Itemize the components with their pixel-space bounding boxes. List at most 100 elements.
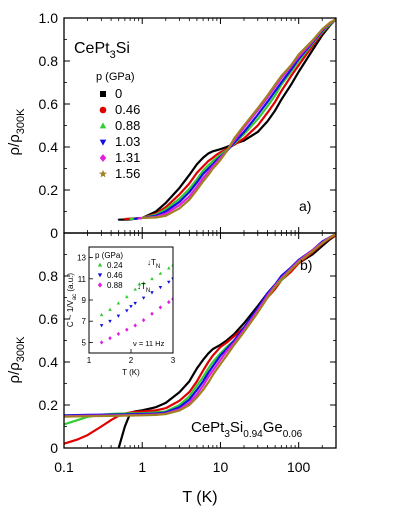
panel-b-series bbox=[64, 233, 336, 448]
panel-a-data-point bbox=[256, 107, 259, 110]
panel-b-data-point bbox=[202, 389, 205, 391]
panel-a-data-point bbox=[207, 174, 210, 176]
legend-label-0: 0 bbox=[115, 86, 122, 101]
panel-a-data-point bbox=[280, 90, 283, 92]
inset-legend-label-2: 0.88 bbox=[107, 281, 123, 290]
panel-a-data-point bbox=[219, 151, 222, 154]
panel-b-data-point bbox=[207, 352, 210, 355]
panel-b-data-point bbox=[207, 376, 210, 378]
inset-point-2 bbox=[158, 305, 163, 310]
inset-x-tick-label: 1 bbox=[87, 356, 92, 365]
panel-b-data-point bbox=[211, 365, 214, 368]
panel-b-data-point bbox=[202, 376, 205, 378]
inset-y-tick-label: 13 bbox=[77, 254, 86, 263]
panel-a-data-point bbox=[178, 204, 181, 206]
inset-point-1 bbox=[133, 301, 137, 306]
panel-b-data-point bbox=[141, 414, 144, 417]
panel-b-data-point bbox=[164, 407, 167, 410]
panel-a-data-point bbox=[311, 49, 314, 52]
panel-a-data-point bbox=[188, 188, 191, 190]
panel-b-data-point bbox=[274, 285, 277, 288]
inset-point-2 bbox=[99, 340, 104, 345]
panel-b-data-point bbox=[188, 398, 191, 401]
inset-point-0 bbox=[125, 294, 129, 299]
panel-b-data-point bbox=[155, 409, 157, 412]
panel-b-data-point bbox=[207, 381, 210, 384]
panel-b-data-point bbox=[297, 261, 300, 263]
inset-ticks: 1 2 3 5 7 9 11 13 bbox=[77, 254, 176, 365]
panel-b-data-point bbox=[188, 380, 191, 383]
panel-b-data-point bbox=[178, 406, 181, 409]
panel-b-data-point bbox=[76, 438, 79, 441]
panel-b-data-point bbox=[196, 393, 198, 396]
panel-a-data-point bbox=[256, 124, 259, 127]
panel-a-series-line-2 bbox=[130, 18, 336, 221]
panel-a-data-point bbox=[188, 182, 191, 185]
panel-a-data-point bbox=[188, 191, 191, 194]
panel-a-data-point bbox=[266, 120, 269, 123]
panel-a-data-point bbox=[202, 169, 205, 172]
panel-b-data-point bbox=[321, 242, 324, 245]
panel-b-data-point bbox=[188, 404, 191, 406]
panel-a-series-line-4 bbox=[138, 18, 336, 220]
panel-b-data-point bbox=[256, 311, 259, 314]
panel-a-data-point bbox=[243, 137, 245, 140]
legend-label-5: 1.56 bbox=[115, 166, 140, 181]
panel-b-data-point bbox=[211, 361, 214, 363]
panel-a-data-point bbox=[211, 160, 214, 162]
panel-b-data-point bbox=[86, 434, 89, 436]
panel-a-data-point bbox=[133, 217, 136, 220]
inset-point-1 bbox=[150, 291, 154, 295]
inset-legend-label-1: 0.46 bbox=[107, 271, 123, 280]
panel-b-data-point bbox=[196, 367, 198, 370]
inset-point-2 bbox=[116, 331, 121, 336]
panel-b-data-point bbox=[178, 409, 181, 412]
panel-a-data-point bbox=[274, 100, 277, 103]
panel-a-data-point bbox=[215, 153, 218, 156]
inset-point-1 bbox=[141, 296, 146, 300]
panel-a-data-point bbox=[178, 193, 181, 196]
inset: 1 2 3 5 7 9 11 13 p (GPa) 0.240.460.88 ν = 11 H… bbox=[66, 246, 176, 377]
panel-b-data-point bbox=[110, 419, 112, 421]
panel-a-data-point bbox=[274, 83, 277, 86]
panel-b-data-point bbox=[266, 296, 269, 299]
panel-b-y-tick-label: 0 bbox=[50, 440, 58, 456]
panel-a-data-point bbox=[196, 171, 198, 174]
panel-a-legend: 00.460.881.031.311.56 bbox=[99, 86, 140, 181]
panel-a-data-point bbox=[219, 159, 222, 161]
panel-b-data-point bbox=[202, 358, 205, 361]
legend-marker-2 bbox=[99, 122, 107, 129]
inset-ylabel: C ~ 1/Vac (a.u.) bbox=[66, 273, 78, 327]
legend-marker-0 bbox=[100, 91, 106, 97]
panel-b-data-point bbox=[211, 354, 214, 357]
panel-b-data-point bbox=[202, 380, 205, 383]
legend-label-4: 1.31 bbox=[115, 150, 140, 165]
panel-a-data-point bbox=[188, 198, 191, 201]
panel-a-data-point bbox=[280, 75, 283, 77]
inset-point-2 bbox=[150, 311, 154, 316]
panel-a-series bbox=[117, 18, 336, 221]
panel-b-data-point bbox=[100, 425, 103, 428]
panel-b-y-tick-label: 0.4 bbox=[39, 354, 59, 370]
panel-b-data-point bbox=[76, 419, 79, 421]
panel-b-data-point bbox=[196, 396, 198, 399]
inset-y-tick-label: 7 bbox=[82, 317, 87, 326]
legend-marker-5 bbox=[99, 169, 107, 178]
inset-point-1 bbox=[99, 324, 104, 328]
inset-legend-marker-1 bbox=[97, 273, 103, 278]
inset-point-1 bbox=[129, 305, 133, 309]
legend-marker-1 bbox=[99, 106, 107, 114]
panel-a-data-point bbox=[178, 197, 181, 200]
panel-a-data-point bbox=[211, 167, 214, 170]
panel-b-data-point bbox=[211, 348, 214, 350]
inset-point-1 bbox=[158, 286, 163, 290]
legend-label-3: 1.03 bbox=[115, 134, 140, 149]
panel-a-data-point bbox=[202, 180, 205, 183]
panel-a-data-point bbox=[290, 64, 292, 67]
inset-point-0 bbox=[116, 301, 121, 305]
panel-a-y-tick-label: 0.8 bbox=[39, 53, 59, 69]
inset-legend-marker-2 bbox=[97, 282, 103, 288]
panel-a-data-point bbox=[256, 118, 259, 120]
legend-title: p (GPa) bbox=[96, 71, 135, 83]
panel-a-data-point bbox=[207, 170, 210, 173]
